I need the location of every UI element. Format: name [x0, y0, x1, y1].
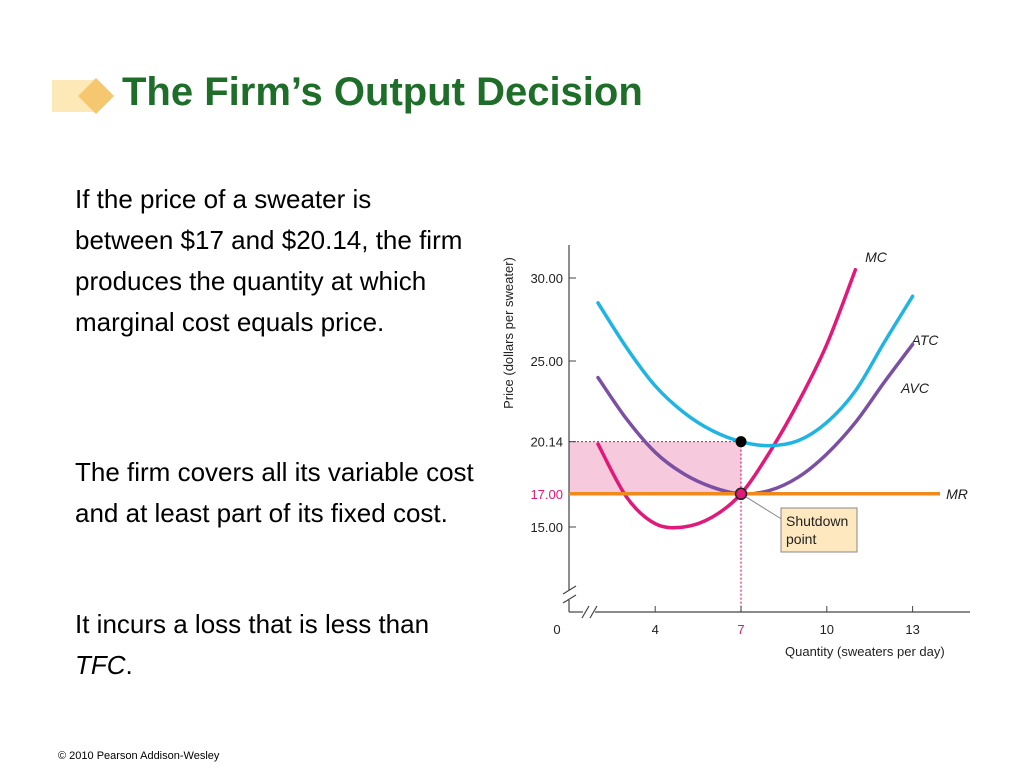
x-axis-break-mark: [581, 605, 590, 619]
curves: MC ATC AVC MR: [569, 249, 968, 530]
x-tick-label: 0: [553, 622, 560, 637]
y-tick-label: 15.00: [530, 520, 563, 535]
shutdown-leader-line: [740, 493, 784, 521]
y-tick-label: 25.00: [530, 354, 563, 369]
axes: [562, 245, 970, 619]
y-tick-label: 30.00: [530, 271, 563, 286]
paragraph-loss-emphasis: TFC: [75, 650, 126, 680]
paragraph-loss: It incurs a loss that is less than TFC.: [75, 604, 475, 686]
x-tick-label: 4: [652, 622, 659, 637]
slide-title: The Firm’s Output Decision: [122, 70, 643, 114]
x-axis-break-mark: [589, 605, 598, 619]
paragraph-loss-text: It incurs a loss that is less than: [75, 609, 430, 639]
mc-curve: [596, 267, 858, 530]
paragraph-loss-end: .: [125, 650, 133, 680]
loss-shaded-region: [569, 441, 741, 494]
x-axis-label: Quantity (sweaters per day): [785, 644, 945, 659]
x-tick-label: 10: [820, 622, 834, 637]
y-tick-label: 20.14: [530, 435, 563, 450]
mc-label: MC: [865, 249, 888, 265]
y-axis-break-mark: [562, 594, 577, 604]
points: [734, 436, 748, 501]
x-tick-label: 13: [905, 622, 919, 637]
point-20-14: [735, 436, 747, 448]
shutdown-label-line2: point: [786, 531, 816, 547]
title-diamond-icon: [52, 78, 114, 114]
x-tick-label: 7: [737, 622, 744, 637]
paragraph-price-range: If the price of a sweater is between $17…: [75, 184, 463, 337]
shutdown-point: [734, 487, 748, 501]
copyright-footer: © 2010 Pearson Addison-Wesley: [58, 750, 220, 762]
shutdown-annotation: Shutdown point: [740, 493, 858, 553]
atc-curve: [596, 294, 915, 448]
y-axis-break-mark: [562, 585, 577, 595]
y-tick-label: 17.00: [530, 487, 563, 502]
y-axis-label: Price (dollars per sweater): [501, 257, 516, 409]
avc-label: AVC: [900, 380, 930, 396]
shutdown-label-box: [780, 507, 858, 553]
x-ticks: 0 4 7 10 13: [553, 606, 920, 637]
shutdown-label-line1: Shutdown: [786, 513, 848, 529]
y-ticks: 15.00 17.00 20.14 25.00 30.00: [530, 271, 576, 535]
paragraph-covers-cost: The firm covers all its variable cost an…: [75, 457, 474, 528]
atc-label: ATC: [911, 332, 940, 348]
mr-label: MR: [946, 486, 968, 502]
